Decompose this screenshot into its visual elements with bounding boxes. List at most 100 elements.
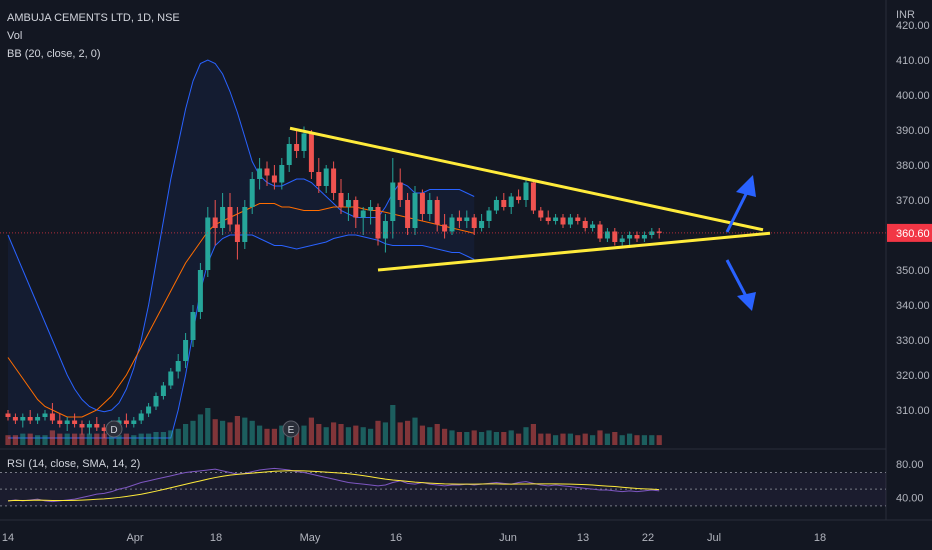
- volume-bar: [20, 433, 26, 445]
- volume-bar: [390, 405, 396, 445]
- volume-bar: [175, 428, 181, 445]
- candle-body: [501, 200, 507, 207]
- symbol-title[interactable]: AMBUJA CEMENTS LTD, 1D, NSE: [7, 12, 180, 24]
- candle-body: [286, 144, 292, 165]
- candle-body: [590, 224, 596, 228]
- volume-bar: [316, 424, 322, 445]
- volume-legend[interactable]: Vol: [7, 30, 23, 42]
- bb-fill: [8, 60, 475, 438]
- last-price-label: 360.60: [896, 228, 930, 240]
- volume-bar: [227, 422, 233, 445]
- candle-body: [345, 200, 351, 207]
- y-tick-label: 340.00: [896, 300, 930, 312]
- volume-bar: [442, 428, 448, 445]
- volume-bar: [449, 430, 455, 445]
- volume-bar: [375, 420, 381, 445]
- volume-bar: [612, 432, 618, 445]
- y-tick-label: 370.00: [896, 195, 930, 207]
- candle-body: [183, 340, 189, 361]
- x-tick-label: 18: [210, 532, 222, 544]
- rsi-legend[interactable]: RSI (14, close, SMA, 14, 2): [7, 458, 141, 470]
- volume-bar: [153, 432, 159, 445]
- volume-bar: [331, 422, 337, 445]
- candle-body: [456, 217, 462, 221]
- volume-bar: [501, 432, 507, 445]
- rsi-line: [7, 467, 660, 503]
- volume-bar: [308, 417, 314, 445]
- candle-body: [508, 196, 514, 207]
- volume-bar: [94, 433, 100, 445]
- volume-bar: [338, 424, 344, 445]
- candle-body: [190, 312, 196, 340]
- candle-body: [138, 413, 144, 421]
- candle-body: [464, 217, 470, 221]
- candle-body: [619, 238, 625, 242]
- volume-bar: [49, 430, 55, 445]
- event-marker: [282, 420, 300, 438]
- volume-bar: [264, 428, 270, 445]
- candle-body: [197, 270, 203, 312]
- candle-body: [42, 413, 48, 417]
- candle-body: [553, 217, 559, 221]
- candle-body: [146, 406, 152, 414]
- volume-bar: [271, 428, 277, 445]
- y-tick-label: 310.00: [896, 405, 930, 417]
- upper-trendline: [289, 126, 764, 232]
- volume-bar: [220, 420, 226, 445]
- candle-body: [212, 217, 218, 228]
- candle-body: [35, 417, 41, 421]
- volume-bar: [123, 433, 129, 445]
- volume-bar: [353, 425, 359, 445]
- candle-body: [412, 193, 418, 228]
- volume-bar: [301, 425, 307, 445]
- y-tick-label: 410.00: [896, 55, 930, 67]
- candle-body: [49, 413, 55, 421]
- x-tick-label: 22: [642, 532, 654, 544]
- candle-body: [175, 361, 181, 372]
- volume-bar: [294, 427, 300, 445]
- candle-body: [12, 417, 18, 421]
- x-tick-label: 16: [390, 532, 402, 544]
- volume-bar: [597, 430, 603, 445]
- volume-bar: [486, 430, 492, 445]
- volume-bar: [138, 433, 144, 445]
- candle-body: [523, 182, 529, 200]
- candle-body: [449, 217, 455, 232]
- volume-bar: [604, 433, 610, 445]
- volume-bar: [545, 433, 551, 445]
- x-tick-label: 13: [577, 532, 589, 544]
- volume-bar: [434, 424, 440, 445]
- bb-upper-line: [7, 59, 475, 413]
- x-tick-label: May: [300, 532, 321, 544]
- candle-body: [516, 196, 522, 200]
- candle-body: [301, 133, 307, 151]
- candle-body: [153, 396, 159, 407]
- candle-body: [220, 207, 226, 228]
- volume-bar: [197, 414, 203, 445]
- volume-bar: [634, 435, 640, 445]
- y-tick-label: 330.00: [896, 335, 930, 347]
- volume-bar: [205, 408, 211, 445]
- volume-bar: [345, 427, 351, 445]
- y-tick-label: 420.00: [896, 20, 930, 32]
- candle-body: [5, 413, 11, 417]
- candle-body: [168, 371, 174, 386]
- candle-body: [427, 200, 433, 214]
- candle-body: [79, 424, 85, 428]
- lower-trendline: [377, 231, 771, 272]
- volume-bar: [35, 435, 41, 445]
- candle-body: [434, 200, 440, 225]
- volume-bar: [471, 430, 477, 445]
- bb-legend[interactable]: BB (20, close, 2, 0): [7, 48, 101, 60]
- candle-body: [567, 217, 573, 225]
- volume-bar: [523, 427, 529, 445]
- y-tick-label: 400.00: [896, 90, 930, 102]
- candle-body: [338, 193, 344, 207]
- candle-body: [597, 224, 603, 239]
- volume-bar: [575, 435, 581, 445]
- volume-bar: [656, 435, 662, 445]
- volume-bar: [649, 435, 655, 445]
- candle-body: [405, 200, 411, 228]
